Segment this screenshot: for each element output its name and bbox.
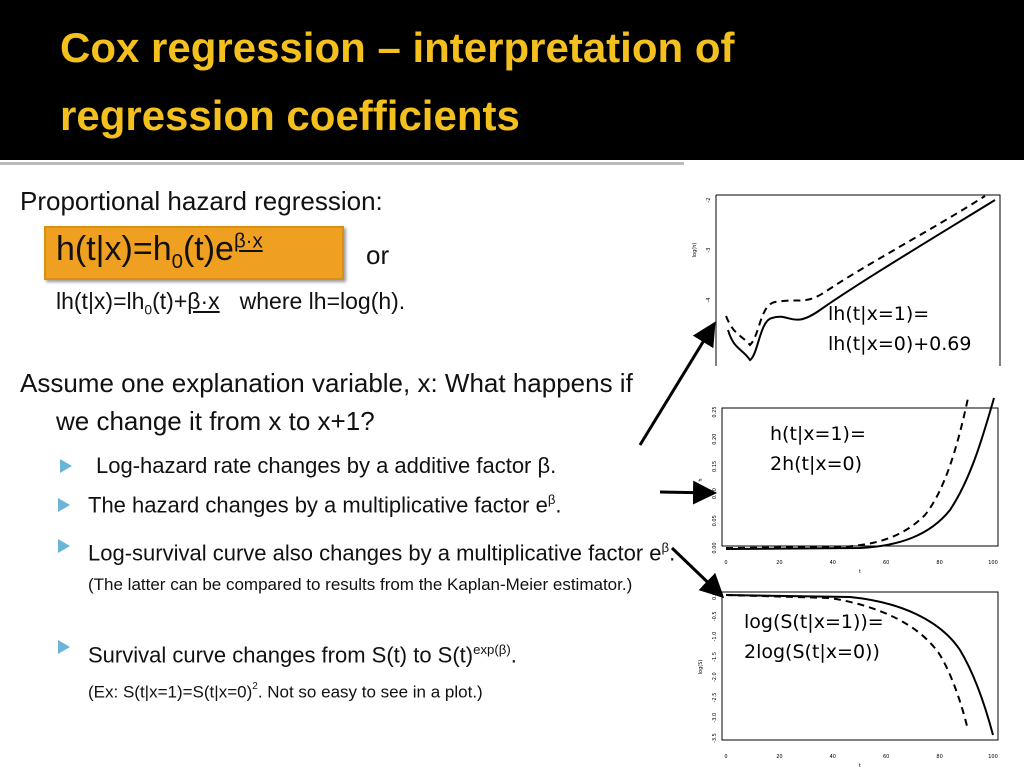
annotation: lh(t|x=0)+0.69 (828, 333, 971, 355)
superscript: exp(β) (473, 642, 511, 657)
x-tick-label: 60 (883, 560, 889, 566)
text: h(t|x)=h (56, 230, 172, 268)
x-tick-label: 80 (936, 560, 942, 566)
curve (725, 594, 969, 731)
y-tick-label: 0.25 (712, 406, 718, 417)
text: . (669, 540, 676, 566)
or: or (366, 240, 390, 270)
text: Log-hazard rate changes by a additive fa… (96, 453, 538, 478)
y-tick-label: 0.10 (712, 488, 718, 499)
text: . (555, 492, 562, 518)
x-tick-label: 80 (936, 754, 942, 760)
x-tick-label: 60 (883, 754, 889, 760)
title-line: regression coefficients (60, 92, 520, 139)
x-axis-label: t (859, 763, 861, 768)
subscript: 0 (171, 250, 183, 273)
bullet: Survival curve changes from S(t) to S(t)… (58, 634, 708, 709)
annotation: 2log(S(t|x=0)) (744, 641, 880, 663)
x-tick-label: 100 (988, 560, 998, 566)
y-tick-label: -1.5 (712, 652, 718, 662)
y-tick-label: -2.0 (712, 672, 718, 682)
y-axis-label: log(h) (692, 243, 698, 258)
superscript: 2 (252, 681, 258, 693)
annotation: log(S(t|x=1))= (744, 611, 884, 633)
annotation: h(t|x=1)= (770, 423, 866, 445)
y-tick-label: -1.0 (712, 632, 718, 642)
bullet: Log-hazard rate changes by a additive fa… (60, 453, 716, 479)
header: Cox regression – interpretation of regre… (0, 0, 1024, 160)
separator (0, 162, 684, 165)
frame (715, 194, 1001, 366)
formula: lh(t|x)=lh0(t)+β·x where lh=log(h). (56, 288, 405, 318)
superscript: β (661, 540, 670, 555)
y-tick-label: 0.00 (712, 542, 718, 553)
y-tick-label: -4 (706, 298, 712, 303)
annotation: 2h(t|x=0) (770, 453, 862, 475)
x-tick-label: 20 (776, 754, 782, 760)
y-tick-label: 0.20 (712, 434, 718, 445)
x-tick-label: 0 (724, 560, 727, 566)
subscript: 0 (144, 302, 153, 318)
title-line: Cox regression – interpretation of (60, 24, 735, 71)
y-tick-label: 0.05 (712, 515, 718, 526)
x-axis-label: t (859, 569, 861, 575)
y-tick-label: 0.15 (712, 461, 718, 472)
text: . (550, 453, 557, 478)
text: Log-survival curve also changes by a mul… (88, 540, 662, 566)
x-tick-label: 20 (776, 560, 782, 566)
x-tick-label: 0 (724, 754, 727, 760)
text: (t)e (182, 230, 234, 268)
superscript: β·x (233, 230, 263, 253)
intro: Proportional hazard regression: (20, 186, 383, 216)
text: . Not so easy to see in a plot.) (257, 682, 483, 702)
text: The hazard changes by a multiplicative f… (88, 492, 548, 518)
assume: Assume one explanation variable, x: What… (20, 368, 633, 436)
text: β·x (187, 288, 220, 314)
arrow (638, 321, 716, 446)
text: (The latter can be compared to results f… (88, 575, 633, 595)
text: β (537, 453, 551, 478)
curve (725, 397, 969, 549)
y-tick-label: -2 (706, 198, 712, 203)
bullet: The hazard changes by a multiplicative f… (58, 492, 708, 518)
arrow (670, 546, 725, 599)
y-tick-label: -3.5 (712, 733, 718, 743)
text: where lh=log(h). (239, 288, 406, 314)
y-tick-label: -2.5 (712, 693, 718, 703)
superscript: β (547, 492, 556, 507)
y-axis-label: h (698, 478, 704, 481)
curve (725, 594, 994, 736)
text: (t)+ (152, 288, 188, 314)
text: (Ex: S(t|x=1)=S(t|x=0) (88, 682, 253, 702)
frame (721, 591, 999, 741)
arrow (659, 480, 717, 505)
x-tick-label: 100 (988, 754, 998, 760)
text: lh(t|x)=lh (56, 288, 145, 314)
y-tick-label: -3.0 (712, 713, 718, 723)
bullet: Log-survival curve also changes by a mul… (58, 533, 708, 600)
text: . (510, 642, 517, 668)
y-tick-label: -3 (706, 248, 712, 253)
y-tick-label: -0.5 (712, 611, 718, 621)
curve (725, 397, 995, 550)
y-tick-label: 0.0 (712, 592, 718, 600)
x-tick-label: 40 (830, 560, 836, 566)
highlight-box (44, 226, 344, 280)
curve (727, 199, 996, 362)
x-tick-label: 40 (830, 754, 836, 760)
text: Survival curve changes from S(t) to S(t) (88, 642, 474, 668)
formula: h(t|x)=h0(t)eβ·x (56, 230, 263, 274)
annotation: lh(t|x=1)= (828, 303, 929, 325)
y-axis-label: log(S) (698, 660, 704, 675)
